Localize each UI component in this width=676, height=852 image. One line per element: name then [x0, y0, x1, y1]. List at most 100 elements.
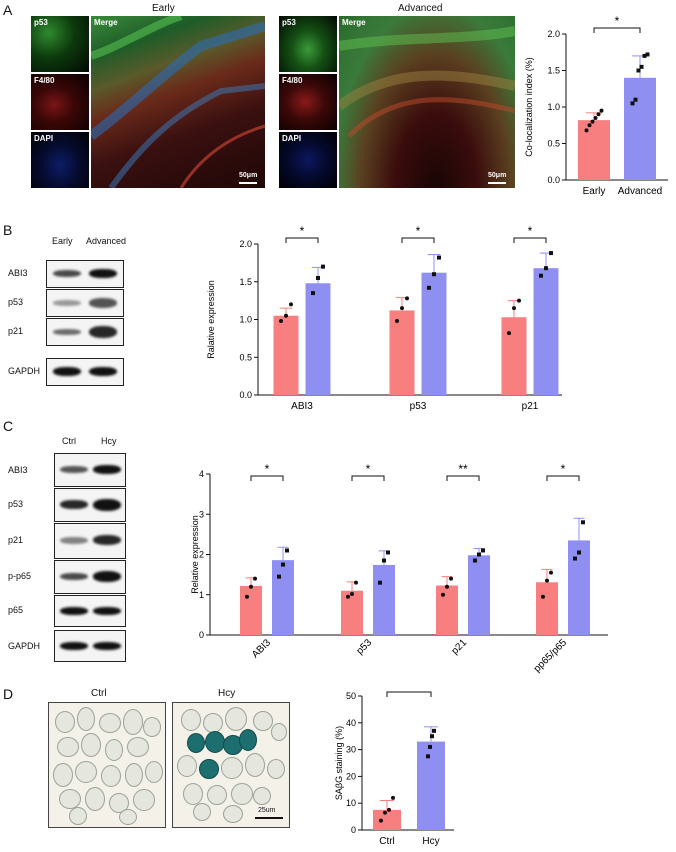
early-dapi-image: DAPI — [31, 132, 89, 188]
d-scale-label: 25um — [258, 807, 276, 814]
data-point — [507, 331, 511, 336]
cell — [77, 707, 95, 731]
bar — [421, 272, 447, 395]
advanced-title: Advanced — [398, 3, 443, 14]
data-point — [378, 580, 382, 585]
significance-bracket — [285, 237, 319, 243]
data-point — [432, 728, 436, 733]
cell — [205, 731, 225, 753]
cell — [105, 739, 123, 761]
data-point — [645, 52, 650, 57]
y-tick-label: 20 — [346, 771, 356, 781]
cell — [253, 787, 271, 805]
data-point — [593, 115, 598, 120]
data-point — [477, 552, 481, 557]
c-lane-hcy: Hcy — [101, 436, 117, 446]
data-point — [395, 319, 399, 324]
data-point — [573, 556, 577, 561]
b-protein-p53: p53 — [8, 297, 24, 307]
cell — [181, 709, 201, 731]
y-axis-label: Co-localization index (%) — [524, 57, 534, 157]
c-protein-p21: p21 — [8, 535, 24, 545]
advanced-merge-image: Merge 50μm — [339, 16, 515, 188]
data-point — [633, 97, 638, 102]
advanced-p53-image: p53 — [279, 16, 337, 72]
y-tick-label: 1.5 — [547, 66, 560, 76]
significance-label: ** — [458, 462, 468, 476]
bar — [536, 582, 558, 635]
significance-label: * — [416, 224, 421, 238]
data-point — [321, 264, 325, 269]
b-blot-abi3 — [46, 260, 124, 288]
x-tick-label: p21 — [450, 637, 470, 657]
panel-label-d: D — [3, 686, 14, 702]
cell — [57, 737, 79, 757]
advanced-merge-texture — [339, 26, 515, 138]
significance-bracket — [593, 27, 641, 33]
y-tick-label: 0 — [351, 825, 356, 835]
cell — [125, 763, 143, 787]
x-tick-label: p53 — [355, 637, 375, 657]
cell — [145, 761, 163, 783]
c-blot-p53 — [54, 488, 126, 522]
early-dapi-label: DAPI — [34, 134, 54, 143]
band — [60, 500, 88, 509]
significance-bracket — [546, 475, 580, 481]
data-point — [249, 584, 253, 589]
c-protein-pp65: p-p65 — [8, 571, 32, 581]
d-hcy-image: 25um — [172, 702, 290, 828]
chart-c: 0 1 2 3 4 Relative expression ABI3 * p53 * p21 ** pp… — [190, 462, 608, 675]
x-tick-label: Ctrl — [379, 836, 395, 847]
early-title: Early — [152, 3, 175, 14]
cell — [59, 789, 81, 809]
y-tick-label: 2 — [199, 550, 204, 560]
band — [60, 607, 88, 615]
significance-bracket — [250, 475, 284, 481]
cell — [183, 783, 203, 805]
band — [60, 537, 88, 544]
y-tick-label: 0.5 — [547, 139, 560, 149]
data-point — [541, 594, 545, 599]
bar — [417, 741, 445, 830]
data-point — [245, 594, 249, 599]
y-tick-label: 30 — [346, 745, 356, 755]
y-axis-label: SAβG staining (%) — [334, 726, 344, 800]
cell — [69, 807, 87, 825]
panel-label-b: B — [3, 222, 13, 238]
band — [53, 367, 81, 376]
band — [93, 535, 121, 545]
cell — [203, 713, 223, 733]
y-tick-label: 0 — [199, 630, 204, 640]
y-tick-label: 0.5 — [239, 352, 252, 362]
early-p53-label: p53 — [34, 18, 48, 27]
bar — [624, 77, 656, 180]
band — [89, 367, 117, 376]
x-tick-label: ABI3 — [250, 637, 273, 660]
cell — [177, 755, 197, 777]
cell — [225, 707, 247, 731]
x-tick-label: Advanced — [618, 186, 662, 197]
cell — [245, 753, 265, 777]
significance-bracket — [386, 691, 432, 697]
d-hcy-title: Hcy — [218, 688, 236, 699]
band — [60, 466, 88, 473]
data-point — [430, 734, 434, 739]
data-point — [350, 591, 354, 596]
c-blot-abi3 — [54, 453, 126, 487]
bar — [533, 268, 559, 395]
cell — [199, 759, 219, 779]
significance-label: * — [561, 462, 566, 476]
chart-b: 0.0 0.5 1.0 1.5 2.0 Ralative expression ABI3 * p… — [206, 224, 562, 412]
data-point — [549, 570, 553, 575]
y-axis-label: Ralative expression — [206, 280, 216, 359]
data-point — [277, 574, 281, 579]
data-point — [387, 807, 391, 812]
y-tick-label: 2.0 — [239, 239, 252, 249]
significance-bracket — [351, 475, 385, 481]
bar — [568, 540, 590, 635]
band — [93, 499, 121, 511]
bar — [373, 564, 395, 635]
b-protein-gapdh: GAPDH — [8, 366, 41, 376]
y-tick-label: 1.5 — [239, 277, 252, 287]
data-point — [445, 584, 449, 589]
